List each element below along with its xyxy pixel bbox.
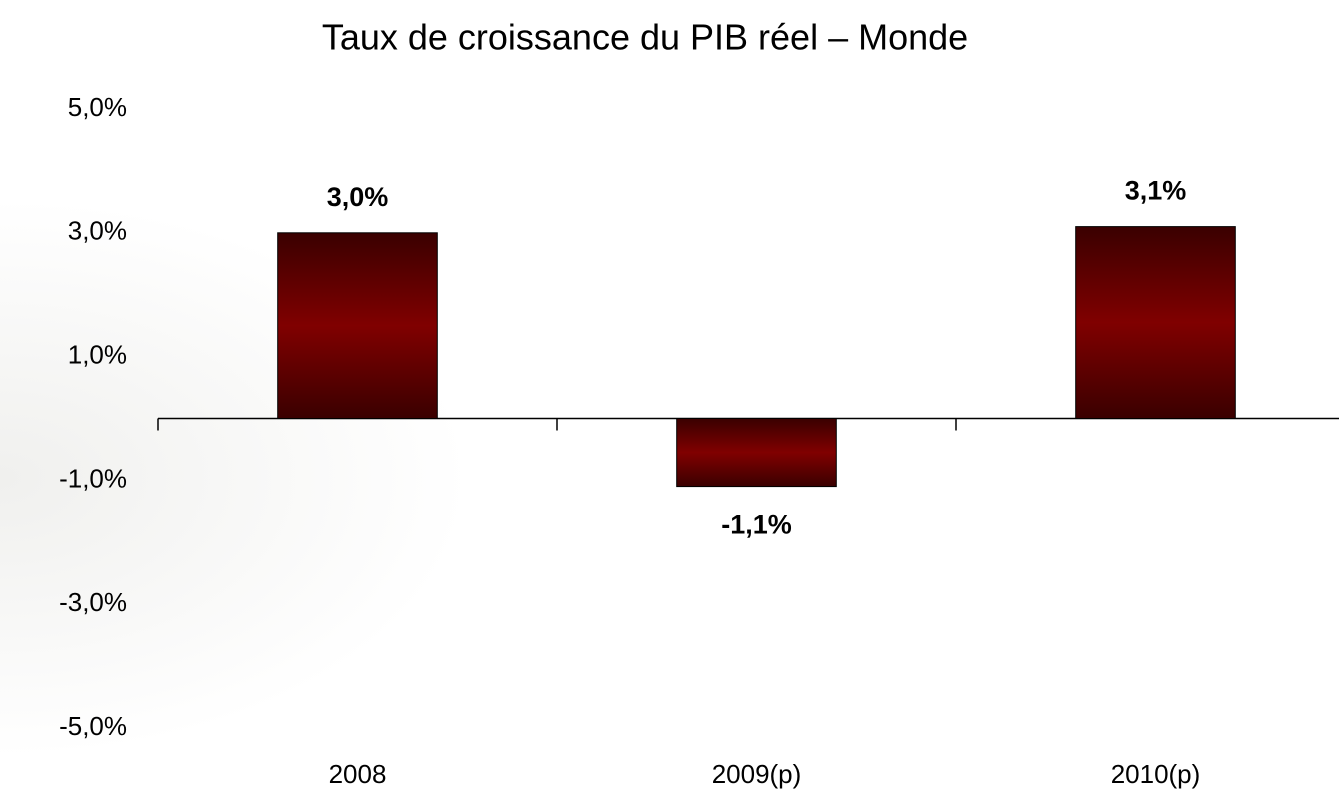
data-label: -1,1% bbox=[721, 510, 792, 540]
data-label: 3,1% bbox=[1125, 176, 1187, 206]
x-tick-label: 2008 bbox=[329, 759, 387, 789]
bar bbox=[676, 418, 837, 488]
bar bbox=[277, 232, 438, 419]
y-tick-label: 3,0% bbox=[68, 216, 127, 246]
y-tick-label: 5,0% bbox=[68, 92, 127, 122]
y-tick-label: -5,0% bbox=[59, 711, 127, 741]
y-tick-label: 1,0% bbox=[68, 339, 127, 369]
data-label: 3,0% bbox=[327, 182, 389, 212]
x-tick-label: 2010(p) bbox=[1111, 759, 1201, 789]
chart-title: Taux de croissance du PIB réel – Monde bbox=[322, 17, 968, 58]
x-tick-label: 2009(p) bbox=[712, 759, 802, 789]
y-tick-label: -1,0% bbox=[59, 463, 127, 493]
bar bbox=[1075, 226, 1236, 419]
y-tick-label: -3,0% bbox=[59, 587, 127, 617]
